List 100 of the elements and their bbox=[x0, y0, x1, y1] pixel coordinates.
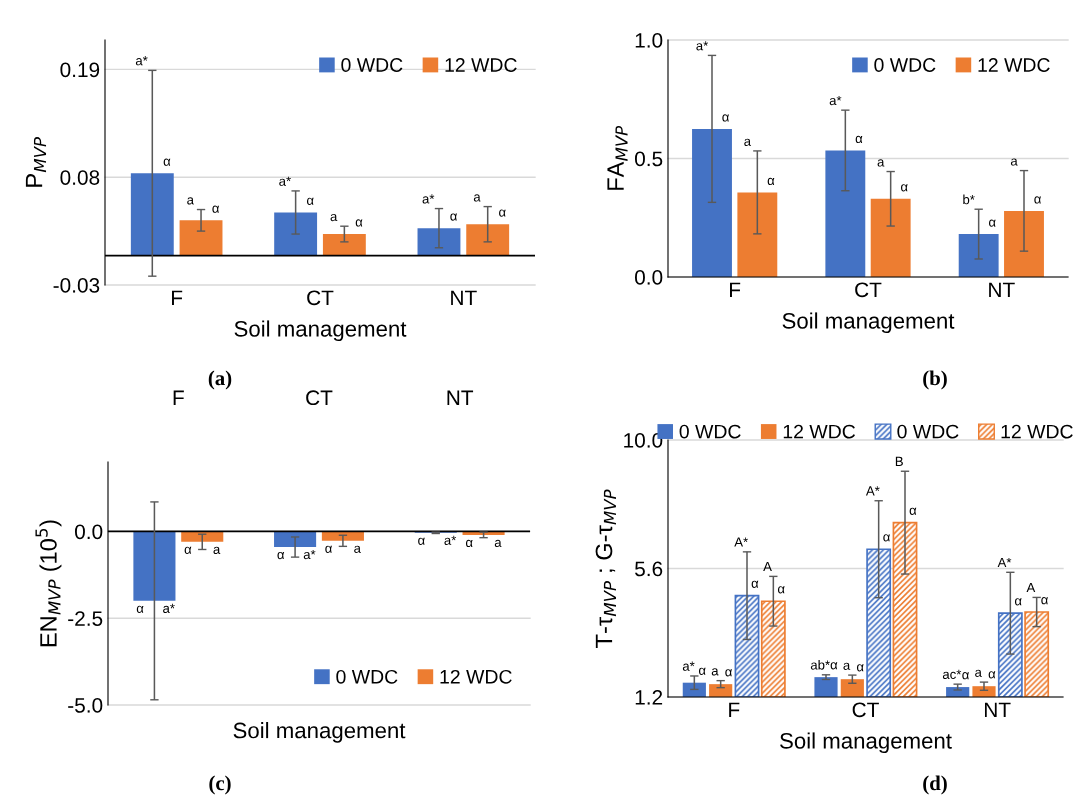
text: α bbox=[989, 219, 996, 227]
text: b* bbox=[963, 194, 975, 205]
legend-label: 12 WDC bbox=[440, 669, 512, 684]
legend-label: 0 WDC bbox=[874, 58, 936, 72]
text: ac* bbox=[942, 669, 962, 679]
legend-label: 12 WDC bbox=[1001, 424, 1073, 439]
bar bbox=[417, 228, 461, 256]
text: (d) bbox=[923, 775, 947, 795]
text: α bbox=[355, 219, 363, 227]
y-tick-label: 0.19 bbox=[60, 62, 100, 78]
text: α bbox=[184, 546, 192, 554]
x-tick-label: F bbox=[729, 702, 740, 717]
y-axis-title: P$_{MVP}$ bbox=[25, 137, 47, 187]
x-axis-title: Soil management bbox=[233, 722, 406, 743]
y-tick-label: 0.0 bbox=[634, 270, 663, 285]
text: ab* bbox=[810, 659, 830, 670]
text: α bbox=[901, 184, 908, 192]
bar bbox=[274, 212, 318, 256]
y-tick-label: -0.03 bbox=[53, 278, 100, 293]
y-tick-label: 0.0 bbox=[74, 524, 103, 540]
text: α bbox=[277, 551, 285, 560]
text: a bbox=[744, 138, 752, 146]
text: α bbox=[306, 197, 314, 205]
text: α bbox=[698, 667, 706, 675]
text: a bbox=[213, 546, 221, 554]
y-tick-label: 1.0 bbox=[635, 33, 663, 48]
bar bbox=[466, 224, 510, 256]
x-tick-label: CT bbox=[306, 390, 333, 406]
text: α bbox=[212, 205, 220, 213]
text: a bbox=[975, 669, 982, 677]
text: a bbox=[354, 545, 361, 553]
x-axis-title: Soil management bbox=[780, 732, 952, 754]
text: α bbox=[909, 507, 917, 515]
text: α bbox=[855, 135, 863, 144]
text: α bbox=[1014, 598, 1022, 606]
text: α bbox=[418, 537, 425, 545]
text: a* bbox=[279, 176, 291, 186]
text: a* bbox=[444, 535, 457, 545]
x-tick-label: CT bbox=[852, 702, 879, 718]
y-tick-label: 0.08 bbox=[60, 170, 100, 185]
legend-label: 12 WDC bbox=[978, 58, 1050, 72]
text: a* bbox=[163, 603, 175, 613]
text: A bbox=[1026, 583, 1036, 593]
text: a bbox=[1010, 158, 1018, 166]
text: α bbox=[163, 158, 171, 166]
text: α bbox=[962, 672, 969, 680]
text: a* bbox=[135, 56, 148, 66]
text: α bbox=[136, 605, 144, 613]
text: α bbox=[465, 539, 473, 548]
y-axis-title: FA$_{MVP}$ bbox=[607, 125, 628, 190]
text: a* bbox=[682, 661, 695, 671]
legend-label: 12 WDC bbox=[445, 58, 517, 72]
y-tick-label: -2.5 bbox=[68, 611, 103, 626]
text: A* bbox=[997, 557, 1012, 567]
text: α bbox=[856, 664, 864, 672]
legend-label: 0 WDC bbox=[336, 669, 398, 684]
text: a* bbox=[422, 194, 435, 204]
x-tick-label: CT bbox=[307, 290, 334, 306]
text: A bbox=[763, 562, 772, 572]
legend-label: 0 WDC bbox=[897, 424, 959, 439]
text: α bbox=[722, 114, 730, 122]
text: B bbox=[895, 456, 903, 466]
text: α bbox=[1034, 196, 1042, 204]
x-tick-label: NT bbox=[989, 282, 1015, 297]
text: α bbox=[1041, 597, 1048, 605]
bar bbox=[737, 192, 778, 277]
legend-label: 0 WDC bbox=[679, 424, 741, 439]
text: α bbox=[767, 177, 775, 186]
text: a* bbox=[696, 41, 709, 51]
text: α bbox=[751, 580, 759, 588]
text: α bbox=[499, 209, 506, 217]
text: a bbox=[843, 662, 851, 670]
x-tick-label: F bbox=[173, 390, 184, 405]
text: α bbox=[325, 545, 332, 553]
x-tick-label: NT bbox=[451, 290, 477, 305]
text: α bbox=[830, 662, 838, 670]
bar bbox=[179, 220, 223, 256]
text: (c) bbox=[209, 775, 231, 795]
text: (b) bbox=[923, 370, 947, 390]
text: a bbox=[330, 213, 338, 222]
x-axis-title: Soil management bbox=[782, 312, 955, 334]
bar bbox=[825, 150, 866, 277]
y-axis-title: T-τ$_{MVP}$ ; G-τ$_{MVP}$ bbox=[595, 489, 616, 648]
x-tick-label: CT bbox=[855, 282, 882, 298]
legend-label: 12 WDC bbox=[783, 424, 856, 439]
y-tick-label: 1.2 bbox=[635, 690, 663, 705]
bar bbox=[1004, 210, 1044, 277]
y-axis-title: EN$_{MVP}$ (10$^{5}$) bbox=[35, 520, 62, 647]
text: A* bbox=[734, 537, 748, 547]
text: a bbox=[187, 197, 194, 205]
bar bbox=[958, 234, 999, 277]
text: a* bbox=[303, 549, 316, 560]
text: a* bbox=[829, 95, 842, 106]
text: α bbox=[777, 586, 785, 594]
x-tick-label: NT bbox=[984, 702, 1011, 717]
bar bbox=[870, 198, 911, 277]
text: α bbox=[883, 534, 890, 542]
bar bbox=[692, 128, 732, 277]
x-tick-label: F bbox=[730, 282, 741, 297]
text: A* bbox=[865, 486, 880, 496]
